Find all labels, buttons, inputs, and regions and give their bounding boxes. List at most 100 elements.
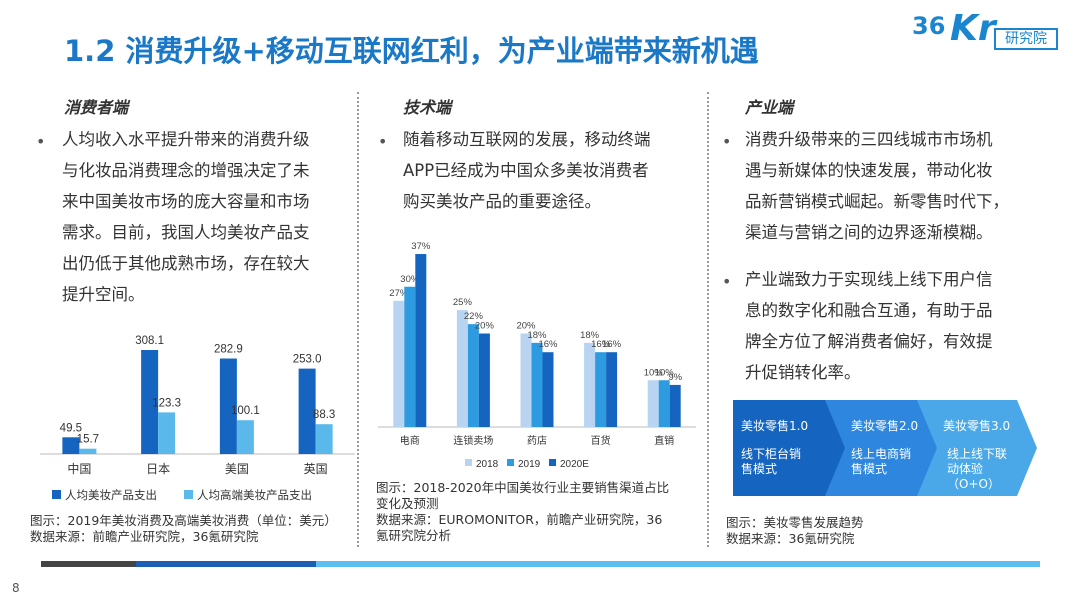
col1-text-line: 提升空间。 <box>62 285 145 304</box>
page-title: 1.2 消费升级+移动互联网红利，为产业端带来新机遇 <box>64 34 759 68</box>
chart2-bar <box>542 352 554 427</box>
col1-title: 消费者端 <box>64 98 129 117</box>
chart2-legend-label: 2019 <box>518 459 541 470</box>
chart1-data-label: 253.0 <box>293 354 322 366</box>
chart1-legend-label: 人均美妆产品支出 <box>65 488 157 502</box>
retail-stage-desc: 线上线下联 <box>947 447 1007 461</box>
col3-title: 产业端 <box>745 98 794 117</box>
col3-text1-line: 渠道与营销之间的边界逐渐模糊。 <box>745 223 993 242</box>
retail-stage-desc: 动体验 <box>947 461 983 476</box>
col1-paragraph: 人均收入水平提升带来的消费升级 与化妆品消费理念的增强决定了未 来中国美妆市场的庞大… <box>62 124 352 310</box>
logo-box-text: 研究院 <box>994 28 1058 50</box>
chart2-data-label: 16% <box>591 339 611 350</box>
chart1-category-label: 中国 <box>67 461 91 476</box>
chart2-category-label: 百货 <box>591 434 611 447</box>
chart2-legend-label: 2018 <box>476 459 499 470</box>
col3-text2-line: 产业端致力于实现线上线下用户信 <box>745 270 993 289</box>
chart2-bar <box>393 300 405 427</box>
chart2-legend-swatch <box>465 459 472 466</box>
col3-text1-line: 消费升级带来的三四线城市市场机 <box>745 130 993 149</box>
sales-channel-chart: 27%30%37%电商25%22%20%连锁卖场20%18%16%药店18%16… <box>378 241 696 470</box>
chart2-data-label: 20% <box>475 321 495 332</box>
chart2-category-label: 直销 <box>654 434 674 447</box>
retail-stage-label: 美妆零售2.0 <box>851 418 918 433</box>
chart1-bar <box>158 412 176 454</box>
beauty-spend-chart: 49.515.7 中国 308.1 123.3 日本 282.9 100.1 美国 253.0 8… <box>40 335 355 502</box>
chart2-bar <box>595 352 607 427</box>
chart2-legend-swatch <box>507 459 514 466</box>
retail-stage-desc: 线上电商销 <box>851 446 911 461</box>
col1-bullet-dot: • <box>36 132 46 151</box>
retail-stage-desc: （O+O） <box>947 477 1000 491</box>
chart1-data-label: 49.5 <box>60 422 82 434</box>
col3-text2-line: 牌全方位了解消费者偏好，有效提 <box>745 332 993 351</box>
chart1-data-label: 308.1 <box>135 335 164 347</box>
chart1-category-label: 美国 <box>225 462 249 476</box>
chart2-data-label: 10% <box>644 367 664 378</box>
chart2-bar <box>669 384 681 427</box>
chart1-category-label: 英国 <box>304 462 328 476</box>
col3-paragraph-1: 消费升级带来的三四线城市市场机 遇与新媒体的快速发展，带动化妆 品新营销模式崛起。新… <box>745 124 1045 248</box>
chart2-bar <box>467 324 479 427</box>
chart2-bar <box>478 333 490 427</box>
chart2-bar <box>658 380 670 427</box>
retail-stage-desc: 售模式 <box>851 461 887 476</box>
col2-text-line: 购买美妆产品的重要途径。 <box>403 192 601 211</box>
logo-number: 36 <box>912 12 946 40</box>
footer-bar-blue <box>136 561 316 567</box>
chart2-legend-label: 2020E <box>560 459 589 470</box>
page-number: 8 <box>12 581 20 595</box>
col3-caption: 图示：美妆零售发展趋势 数据来源：36氪研究院 <box>726 515 1026 547</box>
retail-stage-desc: 售模式 <box>741 461 777 476</box>
col2-caption-line: 图示：2018-2020年中国美妆行业主要销售渠道占比 <box>376 480 670 495</box>
chart1-data-label: 100.1 <box>231 405 260 417</box>
chart2-bar <box>404 286 416 427</box>
col1-text-line: 需求。目前，我国人均美妆产品支 <box>62 223 310 242</box>
chart1-legend-swatch <box>184 490 193 499</box>
col3-text2-line: 息的数字化和融合互通，有助于品 <box>745 301 993 320</box>
chart2-data-label: 27% <box>389 288 409 299</box>
chart2-bar <box>606 352 618 427</box>
chart2-bar <box>531 342 543 427</box>
retail-stage-label: 美妆零售1.0 <box>741 418 808 433</box>
chart1-bar <box>298 368 316 454</box>
col2-paragraph: 随着移动互联网的发展，移动终端 APP已经成为中国众多美妆消费者 购买美妆产品的重要… <box>403 124 703 217</box>
col1-text-line: 出仍低于其他成熟市场，存在较大 <box>62 254 310 273</box>
footer-bar-dark <box>41 561 136 567</box>
chart2-data-label: 9% <box>668 372 682 383</box>
chart2-bar <box>647 380 659 427</box>
chart2-data-label: 25% <box>453 297 473 308</box>
col1-text-line: 来中国美妆市场的庞大容量和市场 <box>62 192 310 211</box>
col2-caption-line: 氪研究院分析 <box>376 528 452 543</box>
col2-text-line: APP已经成为中国众多美妆消费者 <box>403 161 649 180</box>
chart2-data-label: 16% <box>602 339 622 350</box>
col2-text-line: 随着移动互联网的发展，移动终端 <box>403 130 651 149</box>
col3-text1-line: 品新营销模式崛起。新零售时代下， <box>745 192 1009 211</box>
col2-caption: 图示：2018-2020年中国美妆行业主要销售渠道占比 变化及预测 数据来源：EUR… <box>376 480 706 544</box>
retail-stage-chevron <box>733 400 853 496</box>
chart2-data-label: 18% <box>580 330 600 341</box>
col3-text1-line: 遇与新媒体的快速发展，带动化妆 <box>745 161 993 180</box>
chart1-data-label: 88.3 <box>313 409 335 421</box>
col3-paragraph-2: 产业端致力于实现线上线下用户信 息的数字化和融合互通，有助于品 牌全方位了解消费者偏… <box>745 264 1045 388</box>
col2-title: 技术端 <box>403 98 452 117</box>
chart1-data-label: 282.9 <box>214 344 243 356</box>
chart2-category-label: 连锁卖场 <box>453 434 493 447</box>
chart2-data-label: 16% <box>538 339 558 350</box>
chart2-data-label: 10% <box>655 367 675 378</box>
36kr-logo: 36 Kr 研究院 <box>912 8 1062 56</box>
chart1-bar <box>315 424 333 454</box>
chart2-category-label: 药店 <box>527 434 547 447</box>
chart1-bar <box>219 358 237 454</box>
retail-stage-desc: 线下柜台销 <box>741 446 801 461</box>
col1-text-line: 人均收入水平提升带来的消费升级 <box>62 130 310 149</box>
chart2-category-label: 电商 <box>400 434 420 447</box>
col1-caption: 图示：2019年美妆消费及高端美妆消费（单位：美元） 数据来源：前瞻产业研究院，3… <box>30 513 360 545</box>
chart1-category-label: 日本 <box>146 462 170 476</box>
chart1-bar <box>79 448 97 454</box>
chart2-bar <box>415 254 427 427</box>
column-divider-1 <box>357 92 359 547</box>
col3-bullet-dot-2: • <box>722 272 732 291</box>
chart2-data-label: 22% <box>464 311 484 322</box>
